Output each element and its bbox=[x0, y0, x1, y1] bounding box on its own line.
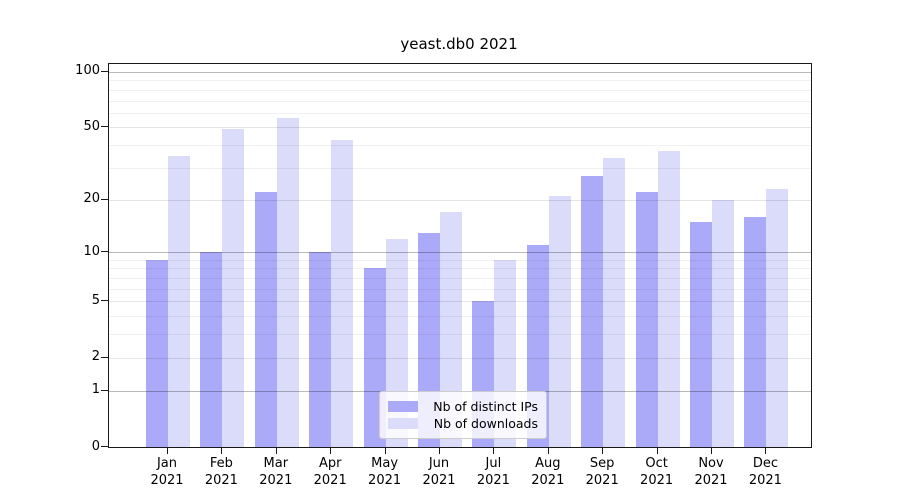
x-tick-mark bbox=[439, 447, 440, 454]
x-tick-mark bbox=[275, 447, 277, 454]
y-tick-mark bbox=[101, 300, 108, 302]
bar-downloads-jan bbox=[168, 155, 190, 447]
x-tick-year: 2021 bbox=[150, 473, 184, 488]
grid-line-major bbox=[109, 252, 811, 254]
x-tick-label: Feb 2021 bbox=[191, 455, 251, 489]
legend-item-downloads: Nb of downloads bbox=[388, 415, 538, 432]
bar-ips-mar bbox=[254, 192, 277, 447]
x-tick-label: Apr 2021 bbox=[300, 455, 360, 489]
x-tick-mark bbox=[167, 447, 168, 454]
grid-line bbox=[109, 199, 811, 201]
bar-ips-nov bbox=[690, 221, 712, 447]
x-tick-label: Mar 2021 bbox=[246, 455, 306, 489]
x-tick-year: 2021 bbox=[585, 473, 619, 488]
grid-line-minor bbox=[109, 316, 811, 318]
y-tick-label: 10 bbox=[83, 243, 100, 259]
x-tick-label: Aug 2021 bbox=[518, 455, 578, 489]
grid-line-minor bbox=[109, 278, 811, 280]
bar-downloads-feb bbox=[222, 129, 245, 447]
bar-downloads-apr bbox=[331, 139, 354, 447]
grid-line-minor bbox=[109, 288, 811, 290]
y-tick-label: 1 bbox=[91, 382, 100, 398]
x-tick-mark bbox=[547, 447, 549, 454]
y-tick-label: 2 bbox=[91, 349, 100, 365]
grid-line-major bbox=[109, 71, 811, 73]
chart-title: yeast.db0 2021 bbox=[400, 35, 518, 53]
x-tick-label: Jan 2021 bbox=[137, 455, 197, 489]
bar-ips-jan bbox=[146, 259, 168, 447]
bar-downloads-jun bbox=[440, 212, 462, 447]
bar-downloads-aug bbox=[548, 195, 571, 447]
y-tick-label: 20 bbox=[83, 191, 100, 207]
bar-downloads-mar bbox=[276, 118, 299, 447]
x-tick-year: 2021 bbox=[313, 473, 347, 488]
grid-line-minor bbox=[109, 112, 811, 114]
bar-ips-apr bbox=[309, 252, 332, 447]
grid-line-minor bbox=[109, 259, 811, 261]
bar-ips-sep bbox=[581, 176, 604, 447]
legend-label-downloads: Nb of downloads bbox=[433, 416, 538, 431]
grid-line bbox=[109, 357, 811, 359]
x-tick-label: Jul 2021 bbox=[463, 455, 523, 489]
x-tick-label: Dec 2021 bbox=[735, 455, 795, 489]
y-tick-mark bbox=[101, 198, 108, 200]
y-tick-mark bbox=[101, 356, 108, 358]
x-tick-year: 2021 bbox=[368, 473, 402, 488]
grid-line bbox=[109, 127, 811, 129]
grid-line-minor bbox=[109, 334, 811, 336]
legend-swatch-downloads-icon bbox=[388, 418, 418, 429]
bar-downloads-nov bbox=[712, 199, 734, 447]
y-tick-mark bbox=[101, 389, 108, 391]
x-tick-label: Nov 2021 bbox=[681, 455, 741, 489]
x-tick-year: 2021 bbox=[531, 473, 565, 488]
x-tick-label: Jun 2021 bbox=[409, 455, 469, 489]
bar-downloads-sep bbox=[603, 158, 626, 447]
x-tick-label: Sep 2021 bbox=[572, 455, 632, 489]
x-tick-mark bbox=[493, 447, 495, 454]
bar-downloads-dec bbox=[766, 188, 789, 447]
y-tick-label: 100 bbox=[75, 63, 100, 79]
y-tick-label: 5 bbox=[91, 292, 100, 308]
y-tick-mark bbox=[101, 126, 108, 128]
x-tick-mark bbox=[221, 447, 223, 454]
x-tick-year: 2021 bbox=[748, 473, 782, 488]
x-tick-mark bbox=[384, 447, 386, 454]
x-tick-mark bbox=[602, 447, 604, 454]
bar-ips-oct bbox=[635, 192, 658, 447]
legend-swatch-ips-icon bbox=[388, 401, 418, 412]
bar-downloads-oct bbox=[657, 151, 680, 447]
x-tick-year: 2021 bbox=[476, 473, 510, 488]
legend-label-distinct-ips: Nb of distinct IPs bbox=[433, 399, 538, 414]
x-tick-label: Oct 2021 bbox=[627, 455, 687, 489]
x-tick-mark bbox=[711, 447, 712, 454]
grid-line-minor bbox=[109, 89, 811, 91]
plot-area: Nb of distinct IPs Nb of downloads bbox=[108, 63, 812, 448]
y-tick-mark bbox=[101, 70, 108, 72]
bar-ips-feb bbox=[200, 252, 223, 447]
y-tick-mark bbox=[101, 251, 108, 253]
bar-ips-dec bbox=[744, 216, 767, 447]
y-tick-label: 50 bbox=[83, 118, 100, 134]
x-tick-year: 2021 bbox=[259, 473, 293, 488]
legend: Nb of distinct IPs Nb of downloads bbox=[379, 391, 547, 439]
legend-item-distinct-ips: Nb of distinct IPs bbox=[388, 398, 538, 415]
x-tick-label: May 2021 bbox=[355, 455, 415, 489]
x-tick-mark bbox=[765, 447, 767, 454]
grid-line bbox=[109, 301, 811, 303]
x-tick-year: 2021 bbox=[694, 473, 728, 488]
x-tick-year: 2021 bbox=[640, 473, 674, 488]
x-tick-mark bbox=[330, 447, 332, 454]
y-tick-mark bbox=[101, 446, 108, 447]
y-tick-label: 0 bbox=[91, 438, 100, 454]
grid-line-minor bbox=[109, 80, 811, 82]
grid-line-minor bbox=[109, 268, 811, 270]
x-tick-year: 2021 bbox=[422, 473, 456, 488]
x-tick-year: 2021 bbox=[204, 473, 238, 488]
grid-line-minor bbox=[109, 100, 811, 102]
x-tick-mark bbox=[656, 447, 658, 454]
grid-line-minor bbox=[109, 167, 811, 169]
grid-line-minor bbox=[109, 145, 811, 147]
